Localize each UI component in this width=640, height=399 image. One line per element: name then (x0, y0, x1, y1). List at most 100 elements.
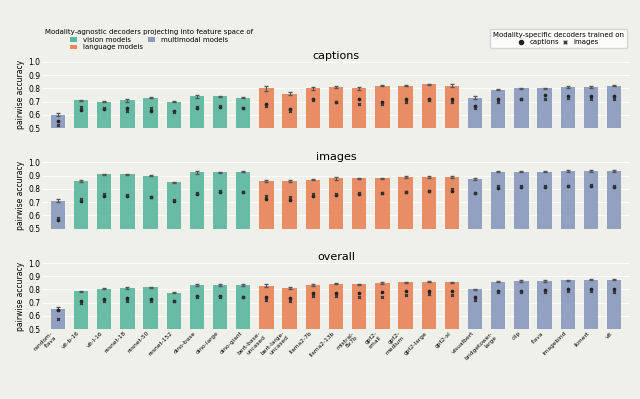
Point (76, 198, 86, 204)
Point (285, 108, 295, 114)
Point (586, 182, 596, 188)
Point (261, 101, 271, 107)
Point (122, 295, 132, 301)
Point (122, 108, 132, 114)
Y-axis label: pairwise accuracy: pairwise accuracy (16, 60, 26, 130)
Bar (143, 288, 157, 329)
Bar (74, 100, 88, 128)
Point (122, 192, 132, 198)
Point (563, 286, 573, 292)
Point (516, 182, 527, 189)
Bar (422, 177, 436, 229)
Point (285, 194, 295, 201)
Bar (584, 171, 598, 229)
Point (447, 96, 457, 102)
Y-axis label: pairwise accuracy: pairwise accuracy (16, 161, 26, 230)
Bar (491, 172, 506, 229)
Point (52, 215, 63, 221)
Point (424, 188, 434, 194)
Point (424, 96, 434, 102)
Bar (51, 201, 65, 229)
Point (470, 190, 480, 196)
Point (99, 296, 109, 302)
Point (609, 96, 620, 102)
Point (145, 194, 156, 200)
Point (470, 105, 480, 111)
Point (192, 294, 202, 300)
Point (493, 96, 504, 102)
Point (493, 99, 504, 105)
Point (99, 193, 109, 200)
Bar (189, 96, 204, 128)
Point (285, 295, 295, 301)
Bar (97, 174, 111, 229)
Point (586, 93, 596, 99)
Bar (538, 281, 552, 329)
Point (99, 106, 109, 113)
Y-axis label: pairwise accuracy: pairwise accuracy (16, 261, 26, 331)
Bar (74, 181, 88, 229)
Bar (468, 98, 483, 128)
Point (238, 189, 248, 196)
Point (238, 294, 248, 300)
Bar (120, 100, 134, 128)
Point (424, 290, 434, 297)
Point (215, 294, 225, 300)
Point (192, 293, 202, 299)
Bar (97, 102, 111, 128)
Bar (329, 178, 343, 229)
Point (401, 189, 411, 196)
Point (493, 183, 504, 190)
Point (609, 93, 620, 99)
Bar (213, 172, 227, 229)
Point (354, 190, 364, 197)
Point (76, 104, 86, 110)
Point (331, 293, 341, 299)
Point (516, 96, 527, 102)
Bar (259, 88, 274, 128)
Point (52, 307, 63, 313)
Point (168, 108, 179, 114)
Point (261, 102, 271, 109)
Bar (422, 282, 436, 329)
Point (238, 294, 248, 300)
Point (145, 108, 156, 114)
Bar (561, 280, 575, 329)
Bar (607, 171, 621, 229)
Point (52, 118, 63, 124)
Point (122, 193, 132, 200)
Point (354, 101, 364, 107)
Point (238, 188, 248, 195)
Bar (538, 88, 552, 128)
Bar (584, 280, 598, 329)
Point (493, 288, 504, 294)
Bar (143, 98, 157, 128)
Point (331, 99, 341, 105)
Bar (166, 102, 181, 128)
Point (424, 188, 434, 194)
Point (540, 289, 550, 295)
Point (540, 184, 550, 190)
Point (401, 189, 411, 196)
Bar (491, 90, 506, 128)
Bar (213, 285, 227, 329)
Point (470, 190, 480, 196)
Point (540, 96, 550, 102)
Bar (282, 181, 297, 229)
Bar (375, 178, 390, 229)
Bar (306, 88, 320, 128)
Point (563, 288, 573, 294)
Bar (189, 285, 204, 329)
Bar (515, 88, 529, 128)
Bar (166, 182, 181, 229)
Point (308, 293, 318, 300)
Bar (166, 293, 181, 329)
Bar (375, 283, 390, 329)
Point (586, 182, 596, 189)
Bar (213, 96, 227, 128)
Point (52, 316, 63, 322)
Bar (352, 284, 366, 329)
Point (401, 288, 411, 294)
Point (493, 184, 504, 191)
Bar (189, 172, 204, 229)
